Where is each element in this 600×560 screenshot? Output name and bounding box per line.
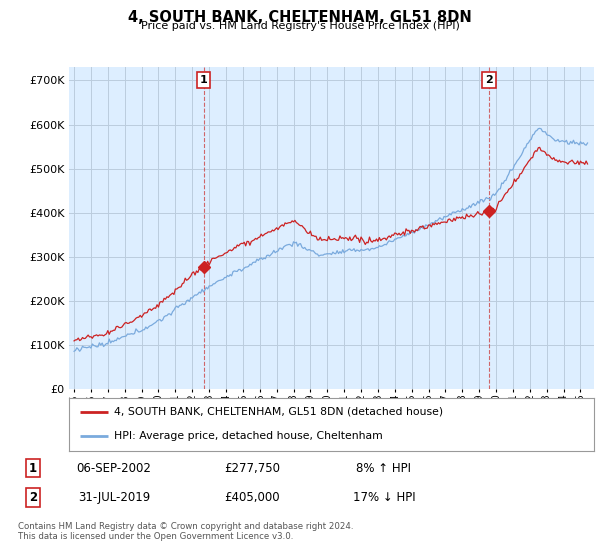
Text: 4, SOUTH BANK, CHELTENHAM, GL51 8DN (detached house): 4, SOUTH BANK, CHELTENHAM, GL51 8DN (det… [113, 407, 443, 417]
Text: £277,750: £277,750 [224, 461, 280, 475]
Text: HPI: Average price, detached house, Cheltenham: HPI: Average price, detached house, Chel… [113, 431, 382, 441]
Text: Price paid vs. HM Land Registry's House Price Index (HPI): Price paid vs. HM Land Registry's House … [140, 21, 460, 31]
Text: 8% ↑ HPI: 8% ↑ HPI [356, 461, 412, 475]
Text: 1: 1 [200, 75, 208, 85]
Text: 06-SEP-2002: 06-SEP-2002 [77, 461, 151, 475]
Text: 2: 2 [485, 75, 493, 85]
Text: £405,000: £405,000 [224, 491, 280, 504]
Text: 31-JUL-2019: 31-JUL-2019 [78, 491, 150, 504]
Text: 4, SOUTH BANK, CHELTENHAM, GL51 8DN: 4, SOUTH BANK, CHELTENHAM, GL51 8DN [128, 10, 472, 25]
Text: 17% ↓ HPI: 17% ↓ HPI [353, 491, 415, 504]
Text: 1: 1 [29, 461, 37, 475]
Text: 2: 2 [29, 491, 37, 504]
Text: Contains HM Land Registry data © Crown copyright and database right 2024.
This d: Contains HM Land Registry data © Crown c… [18, 522, 353, 542]
